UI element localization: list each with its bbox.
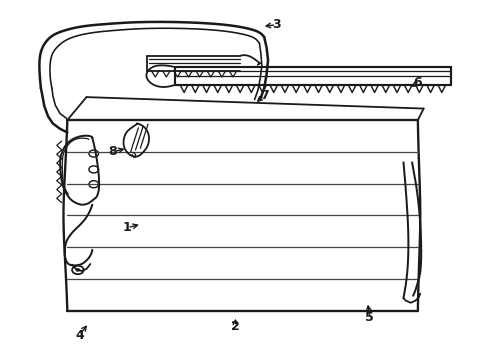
Text: 3: 3 bbox=[272, 18, 281, 31]
Circle shape bbox=[75, 268, 80, 272]
Text: 4: 4 bbox=[75, 329, 84, 342]
Text: 8: 8 bbox=[109, 145, 117, 158]
Text: 5: 5 bbox=[366, 311, 374, 324]
Text: 7: 7 bbox=[260, 89, 269, 102]
Text: 1: 1 bbox=[123, 221, 132, 234]
Text: 6: 6 bbox=[414, 76, 422, 90]
Text: 2: 2 bbox=[231, 320, 240, 333]
